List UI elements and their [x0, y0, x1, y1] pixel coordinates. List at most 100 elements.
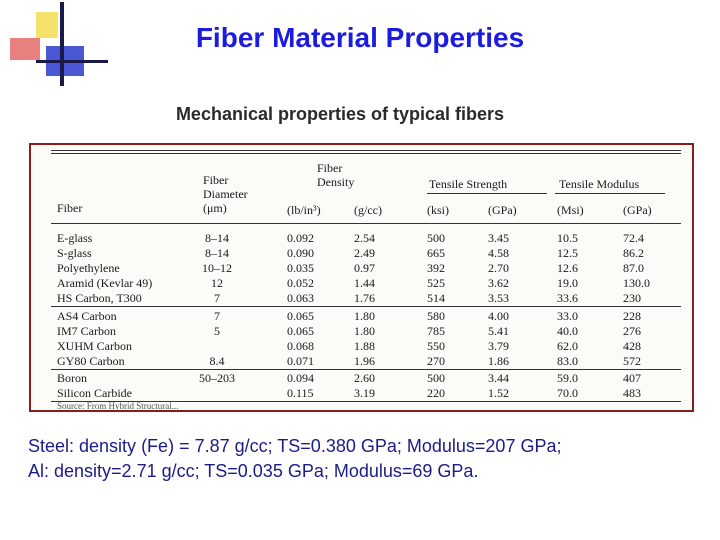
table-row: Silicon Carbide 0.115 3.19 220 1.52 70.0…: [31, 386, 692, 400]
header-density-mid: Density: [317, 175, 355, 189]
tm-gpa: 428: [623, 339, 641, 353]
fiber-name: Aramid (Kevlar 49): [57, 276, 153, 290]
density-gcc: 0.97: [354, 261, 375, 275]
tm-msi: 33.0: [557, 309, 578, 323]
density-lb: 0.068: [287, 339, 314, 353]
header-tensile-modulus: Tensile Modulus: [559, 177, 640, 191]
table-row: E-glass 8–14 0.092 2.54 500 3.45 10.5 72…: [31, 231, 692, 245]
table-row: Boron 50–203 0.094 2.60 500 3.44 59.0 40…: [31, 371, 692, 385]
tm-gpa: 72.4: [623, 231, 644, 245]
density-gcc: 3.19: [354, 386, 375, 400]
table-top-rule-2: [51, 153, 681, 154]
tm-msi: 83.0: [557, 354, 578, 368]
density-gcc: 1.76: [354, 291, 375, 305]
fiber-name: Polyethylene: [57, 261, 120, 275]
ts-ksi: 392: [427, 261, 445, 275]
density-lb: 0.092: [287, 231, 314, 245]
density-lb: 0.063: [287, 291, 314, 305]
header-density-top: Fiber: [317, 161, 343, 175]
density-gcc: 1.88: [354, 339, 375, 353]
ts-gpa: 3.45: [488, 231, 509, 245]
density-lb: 0.071: [287, 354, 314, 368]
tm-msi: 62.0: [557, 339, 578, 353]
header-tm-msi: (Msi): [557, 203, 584, 217]
table-source-line: Source: From Hybrid Structural...: [57, 401, 179, 411]
ts-ksi: 220: [427, 386, 445, 400]
fiber-diameter: 10–12: [202, 261, 232, 275]
steel-note: Steel: density (Fe) = 7.87 g/cc; TS=0.38…: [28, 436, 562, 456]
header-diameter-unit: (μm): [203, 201, 227, 215]
fiber-diameter: 7: [214, 309, 220, 323]
density-gcc: 1.96: [354, 354, 375, 368]
ts-gpa: 5.41: [488, 324, 509, 338]
table-row: GY80 Carbon 8.4 0.071 1.96 270 1.86 83.0…: [31, 354, 692, 368]
ts-gpa: 2.70: [488, 261, 509, 275]
decor-yellow-square: [36, 12, 58, 38]
header-ts-ksi: (ksi): [427, 203, 449, 217]
header-bottom-rule: [51, 223, 681, 224]
tm-msi: 70.0: [557, 386, 578, 400]
table-row: XUHM Carbon 0.068 1.88 550 3.79 62.0 428: [31, 339, 692, 353]
tm-gpa: 276: [623, 324, 641, 338]
decor-red-square: [10, 38, 40, 60]
header-density-lb: (lb/in³): [287, 203, 321, 217]
fiber-diameter: 8.4: [209, 354, 225, 368]
ts-ksi: 514: [427, 291, 445, 305]
table-row: HS Carbon, T300 7 0.063 1.76 514 3.53 33…: [31, 291, 692, 305]
fiber-diameter: 50–203: [199, 371, 235, 385]
tm-msi: 19.0: [557, 276, 578, 290]
fiber-name: E-glass: [57, 231, 93, 245]
decor-horizontal-line: [36, 60, 108, 63]
tm-gpa: 130.0: [623, 276, 650, 290]
density-gcc: 2.49: [354, 246, 375, 260]
ts-gpa: 4.00: [488, 309, 509, 323]
tm-gpa: 407: [623, 371, 641, 385]
fiber-name: HS Carbon, T300: [57, 291, 142, 305]
ts-group-rule: [427, 193, 547, 194]
tm-gpa: 572: [623, 354, 641, 368]
table-bottom-rule: [51, 401, 681, 402]
fiber-diameter: 7: [214, 291, 220, 305]
ts-gpa: 1.52: [488, 386, 509, 400]
density-lb: 0.115: [287, 386, 314, 400]
ts-gpa: 4.58: [488, 246, 509, 260]
tm-msi: 10.5: [557, 231, 578, 245]
scanned-fiber-table: Fiber Density Fiber Diameter (μm) Tensil…: [29, 143, 694, 412]
tm-group-rule: [555, 193, 665, 194]
density-lb: 0.065: [287, 309, 314, 323]
tm-msi: 33.6: [557, 291, 578, 305]
table-row: IM7 Carbon 5 0.065 1.80 785 5.41 40.0 27…: [31, 324, 692, 338]
slide-title: Fiber Material Properties: [195, 22, 525, 53]
ts-gpa: 3.62: [488, 276, 509, 290]
density-lb: 0.052: [287, 276, 314, 290]
header-tm-gpa: (GPa): [623, 203, 652, 217]
table-row: Aramid (Kevlar 49) 12 0.052 1.44 525 3.6…: [31, 276, 692, 290]
row-separator-rule: [51, 306, 681, 307]
density-gcc: 2.60: [354, 371, 375, 385]
table-row: Polyethylene 10–12 0.035 0.97 392 2.70 1…: [31, 261, 692, 275]
header-tensile-strength: Tensile Strength: [429, 177, 508, 191]
ts-ksi: 550: [427, 339, 445, 353]
tm-msi: 12.6: [557, 261, 578, 275]
ts-ksi: 500: [427, 231, 445, 245]
ts-gpa: 3.79: [488, 339, 509, 353]
fiber-name: XUHM Carbon: [57, 339, 132, 353]
ts-ksi: 500: [427, 371, 445, 385]
fiber-diameter: 8–14: [205, 231, 229, 245]
header-diameter-mid: Diameter: [203, 187, 248, 201]
fiber-name: Silicon Carbide: [57, 386, 132, 400]
ts-ksi: 525: [427, 276, 445, 290]
ts-gpa: 3.44: [488, 371, 509, 385]
fiber-diameter: 5: [214, 324, 220, 338]
tm-gpa: 87.0: [623, 261, 644, 275]
density-gcc: 1.80: [354, 309, 375, 323]
ts-ksi: 580: [427, 309, 445, 323]
density-lb: 0.094: [287, 371, 314, 385]
row-separator-rule: [51, 369, 681, 370]
tm-msi: 12.5: [557, 246, 578, 260]
fiber-diameter: 12: [211, 276, 223, 290]
ts-ksi: 785: [427, 324, 445, 338]
tm-gpa: 86.2: [623, 246, 644, 260]
tm-gpa: 228: [623, 309, 641, 323]
fiber-name: S-glass: [57, 246, 92, 260]
